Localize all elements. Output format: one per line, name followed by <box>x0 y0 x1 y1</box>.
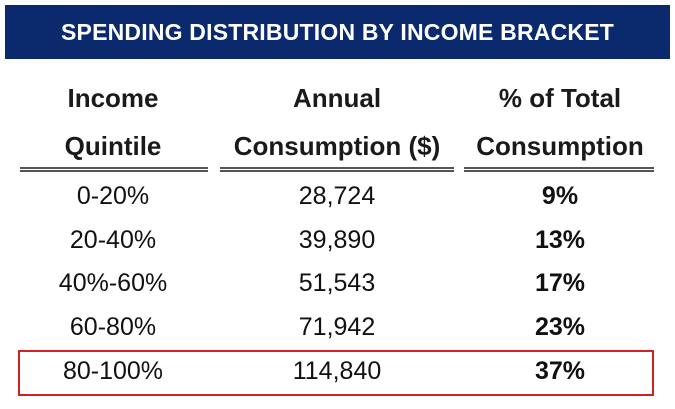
table-cell-consumption: 39,890 <box>298 226 376 254</box>
table-cell-quintile: 80-100% <box>62 357 164 385</box>
table-cell-share: 17% <box>534 269 586 297</box>
highlight-box-top-quintile <box>18 350 654 396</box>
header-annual-consumption-line1: Annual <box>292 83 382 113</box>
table-cell-share: 23% <box>534 313 586 341</box>
table-cell-quintile: 0-20% <box>76 182 150 210</box>
table-cell-quintile: 40%-60% <box>58 269 168 297</box>
table-cell-consumption: 71,942 <box>298 313 376 341</box>
table-cell-consumption: 51,543 <box>298 269 376 297</box>
header-rule-percent <box>464 167 654 172</box>
header-income-quintile-line2: Quintile <box>64 131 162 161</box>
header-percent-total-line2: Consumption <box>476 131 644 161</box>
header-income-quintile-line1: Income <box>67 83 159 113</box>
header-rule-consumption <box>220 167 454 172</box>
table-cell-share: 37% <box>534 357 586 385</box>
table-cell-quintile: 60-80% <box>69 313 157 341</box>
table-cell-share: 13% <box>534 226 586 254</box>
table-cell-consumption: 114,840 <box>292 357 382 385</box>
header-rule-quintile <box>20 167 208 172</box>
header-percent-total-line1: % of Total <box>498 83 622 113</box>
table-cell-share: 9% <box>541 182 579 210</box>
table-cell-quintile: 20-40% <box>69 226 157 254</box>
table-cell-consumption: 28,724 <box>298 182 376 210</box>
header-annual-consumption-line2: Consumption ($) <box>233 131 441 161</box>
table-title: SPENDING DISTRIBUTION BY INCOME BRACKET <box>5 5 670 59</box>
